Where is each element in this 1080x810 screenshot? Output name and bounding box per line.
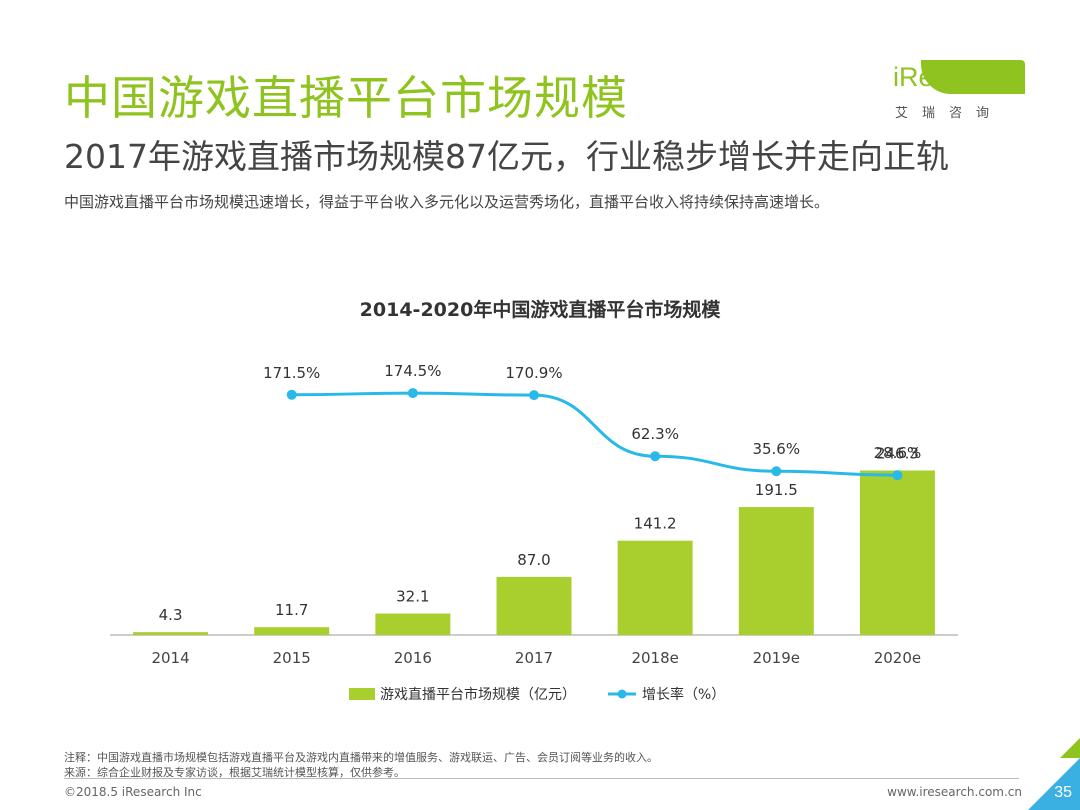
growth-rate-line xyxy=(291,391,898,477)
x-tick-2014: 2014 xyxy=(151,649,189,667)
chart-title: 2014-2020年中国游戏直播平台市场规模 xyxy=(359,299,721,321)
growth-label-2015: 171.5% xyxy=(263,364,320,382)
legend-line-label: 增长率（%） xyxy=(642,686,725,703)
bar-2016 xyxy=(375,613,451,635)
growth-label-2018e: 62.3% xyxy=(631,425,679,443)
growth-point-2015 xyxy=(286,389,297,400)
growth-label-2020e: 28.6% xyxy=(874,444,922,462)
x-tick-2018e: 2018e xyxy=(631,649,678,667)
growth-point-2017 xyxy=(529,390,539,401)
x-tick-2015: 2015 xyxy=(273,649,311,667)
logo-name: iResearch xyxy=(893,62,1015,92)
legend-line-marker xyxy=(617,689,627,699)
footer-divider xyxy=(64,778,1019,779)
market-size-chart: 4.3 2014 11.7 2015 32.1 2016 87.0 2017 141.2 2018… xyxy=(110,362,958,703)
growth-point-2016 xyxy=(407,388,418,399)
corner-accent-blue xyxy=(1028,758,1080,810)
growth-label-2017: 170.9% xyxy=(505,364,562,382)
bar-2015 xyxy=(254,627,330,635)
bar-label-2018e: 141.2 xyxy=(634,515,677,533)
bar-2014 xyxy=(133,632,209,635)
page-number: 35 xyxy=(1054,784,1072,801)
page-title: 中国游戏直播平台市场规模 xyxy=(64,71,628,125)
legend-bar-label: 游戏直播平台市场规模（亿元） xyxy=(380,686,576,703)
x-tick-2019e: 2019e xyxy=(753,649,800,667)
x-tick-2020e: 2020e xyxy=(874,649,921,667)
footnote-source: 来源：综合企业财报及专家访谈，根据艾瑞统计模型核算，仅供参考。 xyxy=(64,766,405,779)
growth-point-2019e xyxy=(771,466,782,477)
logo-swoosh xyxy=(921,60,1025,94)
bar-2018e xyxy=(617,540,693,635)
page-subtitle: 2017年游戏直播市场规模87亿元，行业稳步增长并走向正轨 xyxy=(64,137,949,176)
bar-label-2014: 4.3 xyxy=(159,606,183,624)
logo-subtitle: 艾瑞咨询 xyxy=(895,106,1004,121)
legend-bar-swatch xyxy=(349,688,375,700)
iresearch-logo: iResearch 艾瑞咨询 xyxy=(893,58,1033,122)
growth-point-2020e xyxy=(892,470,903,481)
bar-2017 xyxy=(496,576,572,635)
x-tick-2017: 2017 xyxy=(515,649,553,667)
page-description: 中国游戏直播平台市场规模迅速增长，得益于平台收入多元化以及运营秀场化，直播平台收… xyxy=(64,193,830,211)
footnotes: 注释：中国游戏直播市场规模包括游戏直播平台及游戏内直播带来的增值服务、游戏联运、… xyxy=(64,750,658,780)
footnote-note: 注释：中国游戏直播市场规模包括游戏直播平台及游戏内直播带来的增值服务、游戏联运、… xyxy=(64,751,658,764)
bar-label-2015: 11.7 xyxy=(275,601,308,619)
website-link[interactable]: www.iresearch.com.cn xyxy=(887,785,1022,799)
bar-label-2016: 32.1 xyxy=(396,588,429,606)
bar-label-2020e: 246.3 xyxy=(876,444,919,462)
bar-label-2019e: 191.5 xyxy=(755,481,798,499)
bar-2020e xyxy=(859,470,935,635)
bar-label-2017: 87.0 xyxy=(517,551,550,569)
growth-label-2016: 174.5% xyxy=(384,362,441,380)
copyright: ©2018.5 iResearch Inc xyxy=(64,785,202,799)
corner-accent-green xyxy=(1060,738,1080,758)
growth-label-2019e: 35.6% xyxy=(752,440,800,458)
growth-point-2018e xyxy=(650,451,661,462)
bar-2019e xyxy=(738,507,814,635)
x-tick-2016: 2016 xyxy=(394,649,432,667)
